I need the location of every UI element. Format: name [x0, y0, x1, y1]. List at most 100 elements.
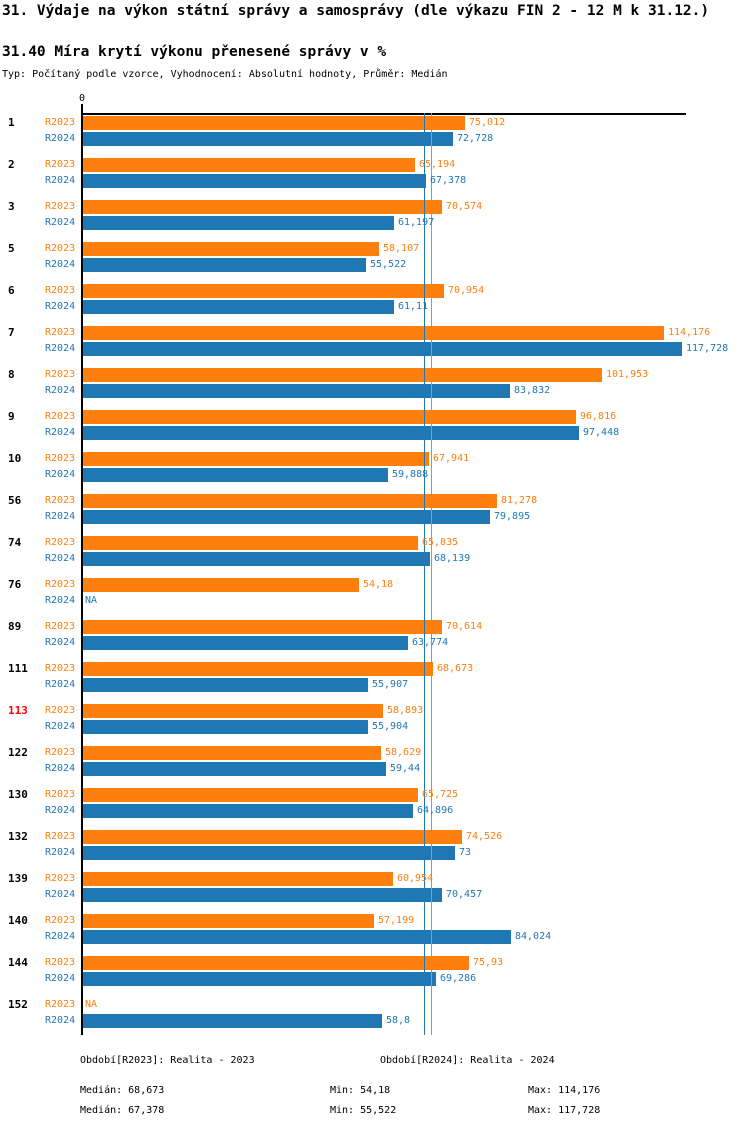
value-label-r2024: 59,888	[392, 469, 429, 480]
series-label-r2023: R2023	[45, 789, 76, 800]
value-label-r2023: NA	[85, 999, 98, 1010]
series-label-r2024: R2024	[45, 427, 76, 438]
value-label-r2023: 81,278	[501, 495, 538, 506]
bar-r2024	[83, 258, 366, 272]
value-label-r2023: 75,012	[469, 117, 506, 128]
value-label-r2024: 69,286	[440, 973, 477, 984]
bar-group-89: 89 R2023 70,614 R2024 63,774	[0, 620, 750, 650]
value-label-r2023: 58,629	[385, 747, 422, 758]
series-label-r2024: R2024	[45, 595, 76, 606]
bar-r2023	[83, 830, 462, 844]
bar-r2023	[83, 368, 602, 382]
value-label-r2024: 97,448	[583, 427, 620, 438]
series-label-r2023: R2023	[45, 579, 76, 590]
series-label-r2023: R2023	[45, 621, 76, 632]
value-label-r2024: 55,522	[370, 259, 407, 270]
series-label-r2024: R2024	[45, 511, 76, 522]
series-label-r2023: R2023	[45, 915, 76, 926]
bar-r2024	[83, 552, 430, 566]
row-number: 130	[8, 788, 28, 801]
bar-group-152: 152 R2023 NA R2024 58,8	[0, 998, 750, 1028]
series-label-r2023: R2023	[45, 285, 76, 296]
row-number: 139	[8, 872, 28, 885]
bar-group-10: 10 R2023 67,941 R2024 59,888	[0, 452, 750, 482]
stat-min-r2023: Min: 54,18	[330, 1085, 391, 1096]
series-label-r2024: R2024	[45, 637, 76, 648]
bar-group-5: 5 R2023 58,107 R2024 55,522	[0, 242, 750, 272]
bar-r2024	[83, 132, 453, 146]
bar-r2023	[83, 578, 359, 592]
value-label-r2023: 101,953	[606, 369, 649, 380]
value-label-r2023: 65,725	[422, 789, 459, 800]
row-number: 5	[8, 242, 15, 255]
bar-r2023	[83, 620, 442, 634]
bar-r2024	[83, 1014, 382, 1028]
value-label-r2024: 79,895	[494, 511, 531, 522]
value-label-r2024: 84,024	[515, 931, 552, 942]
median-line-r2023	[431, 113, 432, 1035]
series-label-r2023: R2023	[45, 663, 76, 674]
bar-r2023	[83, 662, 433, 676]
bar-r2024	[83, 216, 394, 230]
value-label-r2024: 63,774	[412, 637, 449, 648]
row-number: 132	[8, 830, 28, 843]
stat-median-r2023: Medián: 68,673	[80, 1085, 165, 1096]
value-label-r2024: 61,11	[398, 301, 429, 312]
row-number: 6	[8, 284, 15, 297]
bar-group-2: 2 R2023 65,194 R2024 67,378	[0, 158, 750, 188]
bar-r2024	[83, 426, 579, 440]
value-label-r2023: 65,835	[422, 537, 459, 548]
bar-r2024	[83, 762, 386, 776]
bar-group-113: 113 R2023 58,893 R2024 55,904	[0, 704, 750, 734]
value-label-r2024: 55,907	[372, 679, 409, 690]
x-axis-tick	[81, 104, 83, 113]
bar-r2024	[83, 678, 368, 692]
value-label-r2023: 58,107	[383, 243, 420, 254]
bar-group-76: 76 R2023 54,18 R2024 NA	[0, 578, 750, 608]
bar-r2023	[83, 116, 465, 130]
value-label-r2023: 114,176	[668, 327, 711, 338]
x-axis-zero-label: 0	[78, 93, 86, 104]
row-number: 1	[8, 116, 15, 129]
legend-r2023: Období[R2023]: Realita - 2023	[80, 1055, 255, 1066]
series-label-r2024: R2024	[45, 1015, 76, 1026]
value-label-r2024: 72,728	[457, 133, 494, 144]
bar-group-1: 1 R2023 75,012 R2024 72,728	[0, 116, 750, 146]
bar-group-74: 74 R2023 65,835 R2024 68,139	[0, 536, 750, 566]
stat-min-r2024: Min: 55,522	[330, 1105, 397, 1116]
value-label-r2024: 67,378	[430, 175, 467, 186]
bar-r2023	[83, 788, 418, 802]
bar-group-139: 139 R2023 60,954 R2024 70,457	[0, 872, 750, 902]
bar-r2024	[83, 972, 436, 986]
row-number: 7	[8, 326, 15, 339]
bar-r2023	[83, 536, 418, 550]
row-number: 8	[8, 368, 15, 381]
bar-group-8: 8 R2023 101,953 R2024 83,832	[0, 368, 750, 398]
bar-r2023	[83, 956, 469, 970]
x-axis-line	[81, 113, 686, 115]
value-label-r2023: 75,93	[473, 957, 504, 968]
series-label-r2023: R2023	[45, 537, 76, 548]
value-label-r2023: 68,673	[437, 663, 474, 674]
row-number: 144	[8, 956, 28, 969]
series-label-r2023: R2023	[45, 957, 76, 968]
bar-group-111: 111 R2023 68,673 R2024 55,907	[0, 662, 750, 692]
bar-r2024	[83, 342, 682, 356]
stat-max-r2023: Max: 114,176	[528, 1085, 601, 1096]
row-number: 9	[8, 410, 15, 423]
bar-r2023	[83, 494, 497, 508]
value-label-r2024: 68,139	[434, 553, 471, 564]
chart-subtitle: 31.40 Míra krytí výkonu přenesené správy…	[2, 44, 387, 60]
bar-r2023	[83, 200, 442, 214]
bar-r2024	[83, 384, 510, 398]
bar-group-130: 130 R2023 65,725 R2024 64,896	[0, 788, 750, 818]
value-label-r2023: 65,194	[419, 159, 456, 170]
row-number: 56	[8, 494, 22, 507]
bar-group-6: 6 R2023 70,954 R2024 61,11	[0, 284, 750, 314]
row-number: 89	[8, 620, 22, 633]
bar-r2023	[83, 410, 576, 424]
value-label-r2023: 70,954	[448, 285, 485, 296]
bar-r2024	[83, 174, 426, 188]
